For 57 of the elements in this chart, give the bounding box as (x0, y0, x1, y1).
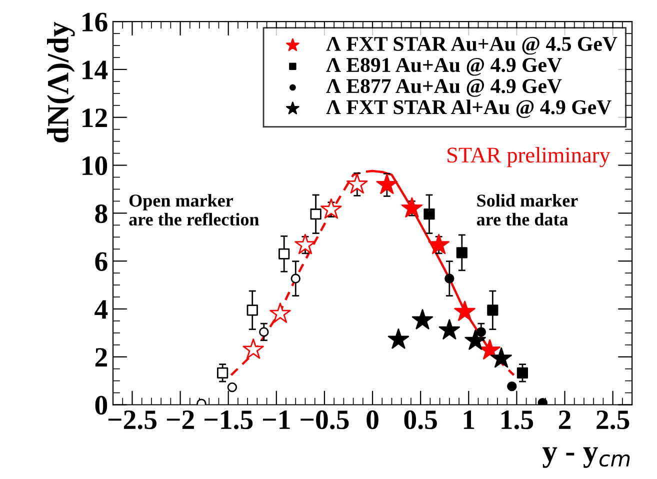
point (388, 328, 410, 349)
point (294, 234, 316, 254)
point (516, 367, 528, 378)
point (454, 300, 476, 321)
point (401, 197, 423, 218)
point (346, 173, 368, 194)
x-tick-label: 0.5 (404, 410, 437, 430)
point (428, 234, 450, 254)
point (464, 330, 486, 350)
legend-label: Λ FXT STAR Al+Au @ 4.9 GeV (326, 100, 612, 118)
y-tick-label: 0 (95, 396, 108, 415)
point (444, 274, 454, 284)
point (490, 347, 512, 368)
y-tick-label: 2 (95, 348, 107, 366)
point (278, 248, 290, 260)
point (242, 338, 264, 359)
point (376, 174, 398, 194)
x-tick-label: 1 (464, 410, 474, 429)
legend-label: Λ E877 Au+Au @ 4.9 GeV (326, 79, 562, 97)
point (456, 247, 468, 258)
point (438, 319, 460, 340)
point (227, 382, 238, 392)
x-tick-label: −2.5 (108, 410, 156, 430)
annotation: STAR preliminary (448, 146, 610, 168)
y-tick-label: 12 (82, 108, 107, 127)
point (507, 381, 517, 392)
y-axis-title: dN(Λ)/dy (47, 22, 75, 142)
legend-label: Λ E891 Au+Au @ 4.9 GeV (326, 58, 562, 76)
x-tick-label: 2.5 (596, 410, 630, 430)
point (270, 302, 291, 323)
point (476, 327, 486, 337)
point (424, 208, 435, 220)
point (290, 274, 300, 284)
y-tick-label: 4 (94, 300, 108, 319)
y-tick-label: 16 (82, 12, 108, 32)
y-tick-label: 8 (95, 204, 108, 224)
point (320, 198, 342, 219)
point (217, 367, 228, 378)
annotation: Solid marker are the data (476, 194, 578, 226)
legend-label: Λ FXT STAR Au+Au @ 4.5 GeV (326, 36, 618, 55)
x-tick-label: 0 (366, 410, 378, 430)
y-tick-label: 6 (95, 252, 108, 271)
point (412, 309, 434, 330)
point (259, 327, 269, 337)
x-tick-label: −1 (263, 410, 290, 429)
x-tick-label: −0.5 (300, 410, 349, 430)
x-tick-label: −1.5 (204, 410, 253, 430)
x-tick-label: −2 (166, 410, 194, 429)
x-axis-title: y - y$_{cm}$ (542, 447, 630, 468)
y-tick-label: 14 (82, 60, 108, 80)
y-tick-label: 10 (82, 156, 108, 176)
annotation: Open marker are the reflection (129, 194, 260, 226)
x-tick-label: 1.5 (502, 410, 534, 430)
point (310, 208, 322, 220)
x-tick-label: 2 (558, 410, 571, 429)
point (487, 304, 498, 316)
point (246, 304, 258, 316)
